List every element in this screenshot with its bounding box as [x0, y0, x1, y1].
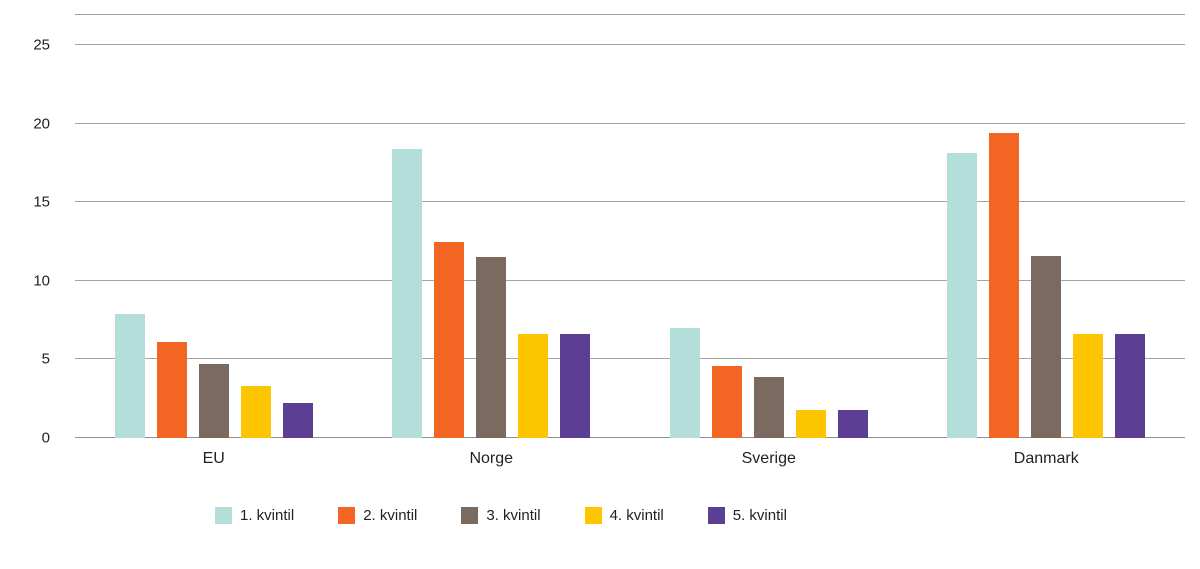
- bar: [1073, 334, 1104, 438]
- bar: [947, 153, 978, 438]
- x-axis-label: Danmark: [1013, 450, 1079, 467]
- legend-item: 4. kvintil: [584, 507, 664, 524]
- gridline: [75, 437, 1185, 438]
- bar-group-norge: [392, 45, 591, 438]
- y-tick-label: 20: [33, 115, 50, 133]
- legend-label: 3. kvintil: [486, 507, 541, 524]
- x-axis-label: Sverige: [741, 450, 796, 467]
- bar: [476, 257, 507, 438]
- legend-label: 4. kvintil: [609, 507, 664, 524]
- y-axis-labels: 0 5 10 15 20 25: [0, 38, 62, 446]
- x-axis-label: EU: [202, 450, 225, 467]
- legend-item: 1. kvintil: [215, 507, 294, 524]
- chart-top-rule: [75, 14, 1185, 15]
- gridline: [75, 201, 1185, 203]
- gridlines: [75, 44, 1185, 438]
- y-tick-label: 25: [33, 36, 50, 54]
- gridline: [75, 279, 1185, 281]
- bar: [1031, 255, 1062, 438]
- legend-item: 5. kvintil: [707, 507, 787, 524]
- gridline: [75, 122, 1185, 124]
- legend-swatch: [338, 507, 356, 524]
- bar: [282, 403, 313, 438]
- legend-label: 1. kvintil: [240, 507, 295, 524]
- bar: [198, 364, 229, 438]
- bar-groups: [75, 45, 1185, 438]
- bar: [1115, 334, 1146, 438]
- bar: [711, 365, 742, 438]
- bar: [114, 313, 145, 438]
- bar: [392, 148, 423, 438]
- bar: [240, 386, 271, 438]
- y-tick-label: 0: [41, 429, 50, 447]
- gridline: [75, 44, 1185, 45]
- x-axis-label: Norge: [469, 450, 514, 467]
- plot-area: 0 5 10 15 20 25: [33, 38, 1185, 446]
- legend-item: 2. kvintil: [338, 507, 417, 524]
- bar: [434, 241, 465, 438]
- bar: [669, 327, 700, 438]
- legend-swatch: [584, 507, 602, 524]
- bar: [560, 334, 591, 438]
- legend-label: 5. kvintil: [732, 507, 787, 524]
- legend-item: 3. kvintil: [461, 507, 541, 524]
- legend-swatch: [707, 507, 725, 524]
- legend-label: 2. kvintil: [363, 507, 418, 524]
- x-axis-labels: EU Norge Sverige Danmark: [75, 450, 1185, 468]
- legend-swatch: [215, 507, 232, 524]
- y-tick-label: 10: [33, 272, 50, 290]
- bar-group-eu: [114, 45, 313, 438]
- bar-group-sverige: [669, 45, 868, 438]
- bar: [795, 409, 826, 438]
- bar: [156, 342, 187, 438]
- bar-group-danmark: [947, 45, 1146, 438]
- bar: [753, 376, 784, 438]
- bar: [989, 133, 1020, 438]
- gridline: [75, 358, 1185, 360]
- legend: 1. kvintil 2. kvintil 3. kvintil 4. kvintil…: [215, 507, 787, 524]
- y-tick-label: 5: [41, 350, 50, 368]
- y-tick-label: 15: [33, 193, 50, 211]
- bar: [837, 409, 868, 438]
- bar: [518, 334, 549, 438]
- legend-swatch: [461, 507, 479, 524]
